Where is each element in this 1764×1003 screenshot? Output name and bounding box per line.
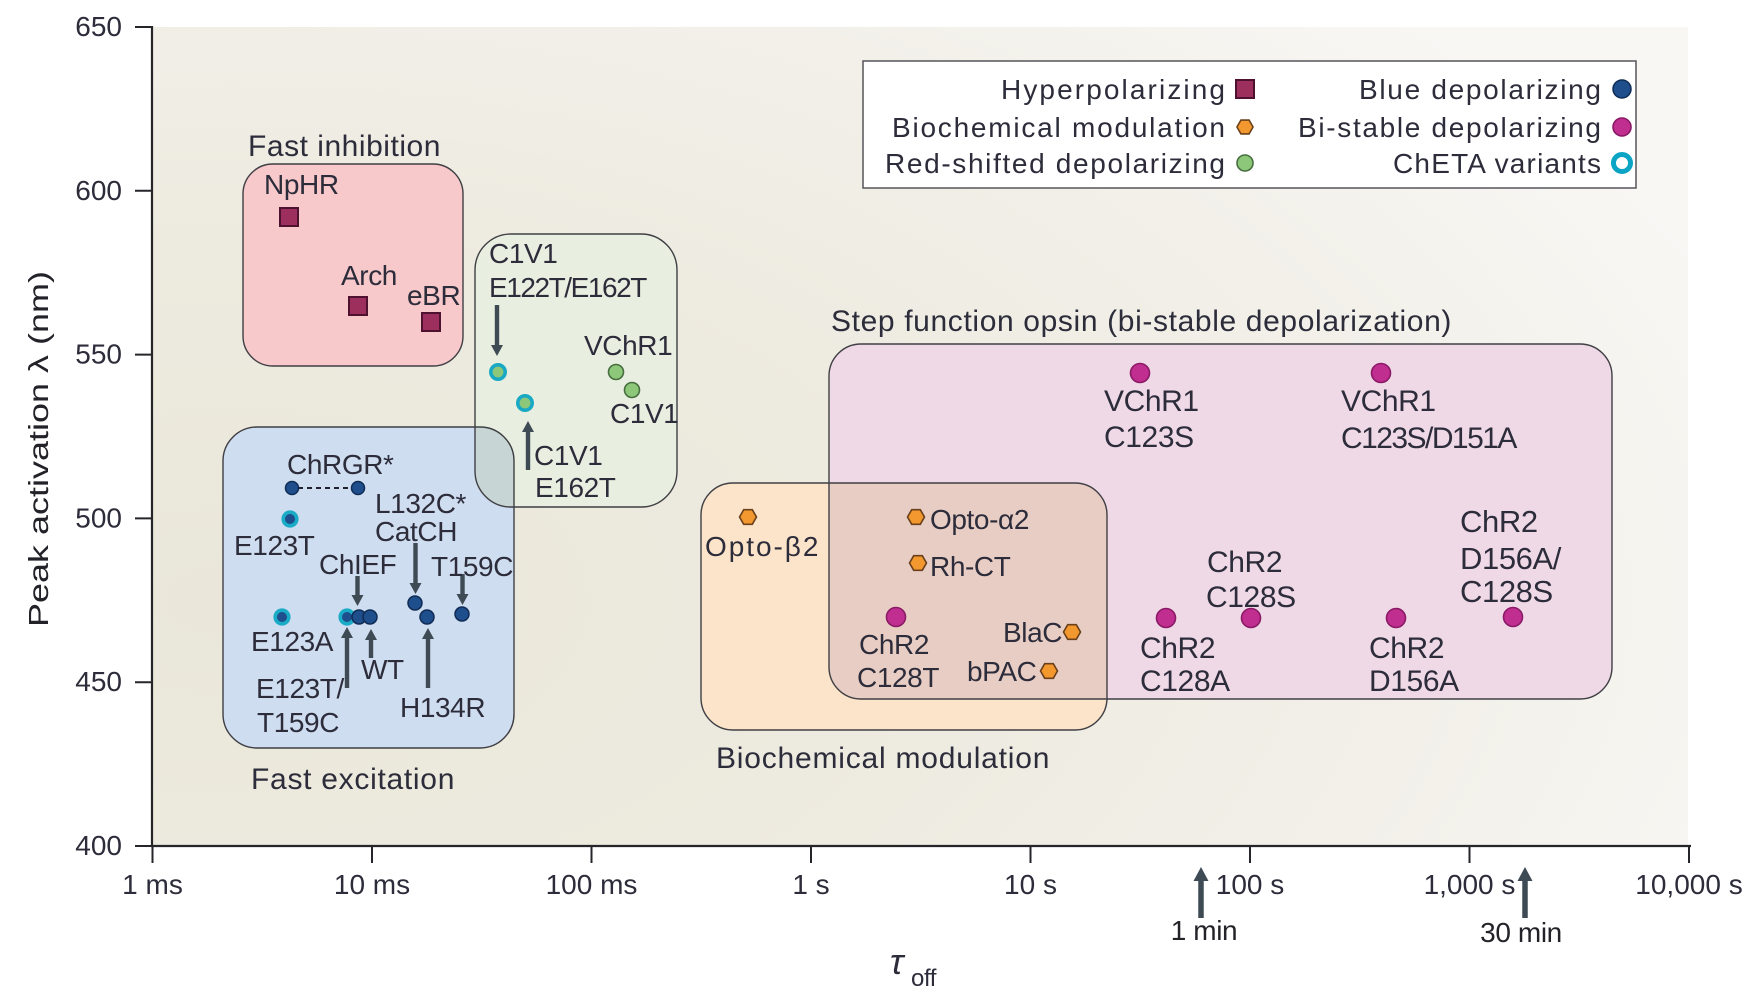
- svg-text:1 min: 1 min: [1171, 915, 1237, 946]
- svg-text:E123T: E123T: [234, 530, 315, 561]
- svg-text:100 s: 100 s: [1216, 869, 1285, 900]
- svg-text:Rh-CT: Rh-CT: [930, 551, 1011, 582]
- svg-text:Fast excitation: Fast excitation: [251, 763, 454, 796]
- svg-text:eBR: eBR: [407, 280, 460, 311]
- svg-text:C1V1: C1V1: [610, 398, 678, 429]
- svg-text:650: 650: [75, 11, 122, 42]
- svg-text:CatCH: CatCH: [375, 516, 457, 547]
- svg-text:Opto-α2: Opto-α2: [930, 504, 1029, 535]
- svg-text:Hyperpolarizing: Hyperpolarizing: [1001, 74, 1225, 105]
- svg-text:Bi-stable depolarizing: Bi-stable depolarizing: [1298, 112, 1601, 143]
- svg-text:C1V1: C1V1: [489, 238, 557, 269]
- svg-text:10 ms: 10 ms: [334, 869, 410, 900]
- svg-text:Arch: Arch: [341, 260, 397, 291]
- svg-text:550: 550: [75, 339, 122, 370]
- svg-text:ChIEF: ChIEF: [319, 549, 396, 580]
- svg-text:Opto-β2: Opto-β2: [705, 531, 818, 562]
- svg-text:C128S: C128S: [1460, 574, 1553, 609]
- svg-text:T159C: T159C: [431, 551, 513, 582]
- svg-text:500: 500: [75, 502, 122, 533]
- svg-text:ChR2: ChR2: [1460, 504, 1538, 539]
- svg-text:10,000 s: 10,000 s: [1635, 869, 1742, 900]
- svg-text:450: 450: [75, 666, 122, 697]
- svg-text:H134R: H134R: [400, 692, 485, 723]
- svg-text:Step function opsin (bi-stable: Step function opsin (bi-stable depolariz…: [831, 305, 1451, 338]
- svg-text:E123T/: E123T/: [256, 673, 344, 704]
- svg-text:C123S/D151A: C123S/D151A: [1341, 422, 1517, 455]
- svg-text:T159C: T159C: [257, 707, 339, 738]
- svg-text:ChR2: ChR2: [1207, 546, 1282, 579]
- svg-text:1,000 s: 1,000 s: [1424, 869, 1516, 900]
- svg-text:VChR1: VChR1: [584, 330, 672, 361]
- svg-text:ChETA variants: ChETA variants: [1393, 148, 1601, 179]
- svg-text:E122T/E162T: E122T/E162T: [489, 272, 647, 303]
- svg-text:ChR2: ChR2: [1140, 632, 1215, 665]
- svg-text:100 ms: 100 ms: [546, 869, 638, 900]
- svg-text:C1V1: C1V1: [534, 440, 602, 471]
- svg-text:C123S: C123S: [1104, 421, 1194, 454]
- svg-text:1 ms: 1 ms: [122, 869, 183, 900]
- svg-text:BlaC: BlaC: [1003, 617, 1062, 648]
- svg-text:Red-shifted depolarizing: Red-shifted depolarizing: [885, 148, 1225, 179]
- svg-text:C128T: C128T: [857, 662, 939, 693]
- svg-text:WT: WT: [361, 654, 404, 685]
- svg-text:1 s: 1 s: [792, 869, 829, 900]
- svg-text:off: off: [911, 965, 937, 992]
- svg-text:ChR2: ChR2: [1369, 632, 1444, 665]
- svg-text:ChRGR*: ChRGR*: [287, 449, 394, 480]
- svg-text:ChR2: ChR2: [859, 629, 929, 660]
- svg-text:30 min: 30 min: [1480, 917, 1562, 948]
- svg-text:Peak activation λ (nm): Peak activation λ (nm): [23, 271, 54, 627]
- svg-text:Blue depolarizing: Blue depolarizing: [1359, 74, 1601, 105]
- svg-text:D156A/: D156A/: [1460, 541, 1562, 576]
- svg-text:400: 400: [75, 830, 122, 861]
- svg-text:Biochemical modulation: Biochemical modulation: [892, 112, 1225, 143]
- svg-text:L132C*: L132C*: [375, 488, 467, 519]
- svg-text:Fast inhibition: Fast inhibition: [248, 130, 440, 163]
- svg-text:E162T: E162T: [535, 472, 616, 503]
- svg-text:VChR1: VChR1: [1104, 385, 1199, 418]
- svg-text:Biochemical modulation: Biochemical modulation: [716, 742, 1049, 775]
- svg-text:NpHR: NpHR: [264, 169, 339, 200]
- svg-text:E123A: E123A: [251, 626, 334, 657]
- svg-text:bPAC: bPAC: [967, 656, 1037, 687]
- svg-text:VChR1: VChR1: [1341, 385, 1436, 418]
- svg-text:D156A: D156A: [1369, 665, 1459, 698]
- svg-text:10 s: 10 s: [1004, 869, 1057, 900]
- svg-text:C128A: C128A: [1140, 665, 1230, 698]
- svg-text:C128S: C128S: [1206, 581, 1296, 614]
- svg-text:τ: τ: [890, 941, 906, 982]
- svg-text:600: 600: [75, 175, 122, 206]
